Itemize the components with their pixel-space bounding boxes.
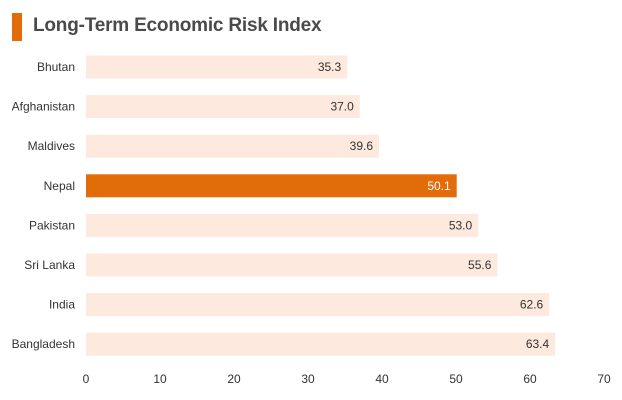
bar-india bbox=[86, 293, 550, 317]
category-label: Bangladesh bbox=[12, 337, 75, 351]
bar-nepal bbox=[86, 174, 457, 198]
x-tick-label: 30 bbox=[301, 372, 315, 386]
x-tick-label: 60 bbox=[523, 372, 537, 386]
value-label: 63.4 bbox=[526, 337, 550, 351]
bar-sri-lanka bbox=[86, 253, 498, 277]
value-label: 50.1 bbox=[427, 179, 451, 193]
category-label: Bhutan bbox=[37, 60, 75, 74]
bar-maldives bbox=[86, 134, 379, 158]
category-label: Nepal bbox=[44, 179, 75, 193]
bar-pakistan bbox=[86, 213, 479, 237]
category-label: Afghanistan bbox=[12, 100, 75, 114]
chart-title: Long-Term Economic Risk Index bbox=[33, 15, 322, 36]
x-tick-label: 20 bbox=[227, 372, 241, 386]
title-accent-bar bbox=[12, 13, 22, 41]
value-label: 37.0 bbox=[330, 100, 354, 114]
x-tick-label: 70 bbox=[597, 372, 611, 386]
category-label: Maldives bbox=[28, 139, 75, 153]
x-tick-label: 0 bbox=[83, 372, 90, 386]
value-label: 55.6 bbox=[468, 258, 492, 272]
x-tick-label: 40 bbox=[375, 372, 389, 386]
x-tick-label: 50 bbox=[449, 372, 463, 386]
category-label: Pakistan bbox=[29, 218, 75, 232]
category-label: Sri Lanka bbox=[24, 258, 75, 272]
value-label: 53.0 bbox=[449, 218, 473, 232]
category-label: India bbox=[49, 298, 75, 312]
bar-bhutan bbox=[86, 55, 348, 79]
value-label: 62.6 bbox=[520, 298, 544, 312]
value-label: 35.3 bbox=[318, 60, 342, 74]
bar-bangladesh bbox=[86, 332, 556, 356]
x-tick-label: 10 bbox=[153, 372, 167, 386]
value-label: 39.6 bbox=[350, 139, 374, 153]
bar-afghanistan bbox=[86, 95, 360, 119]
